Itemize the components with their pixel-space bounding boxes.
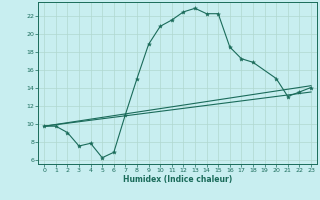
X-axis label: Humidex (Indice chaleur): Humidex (Indice chaleur) xyxy=(123,175,232,184)
